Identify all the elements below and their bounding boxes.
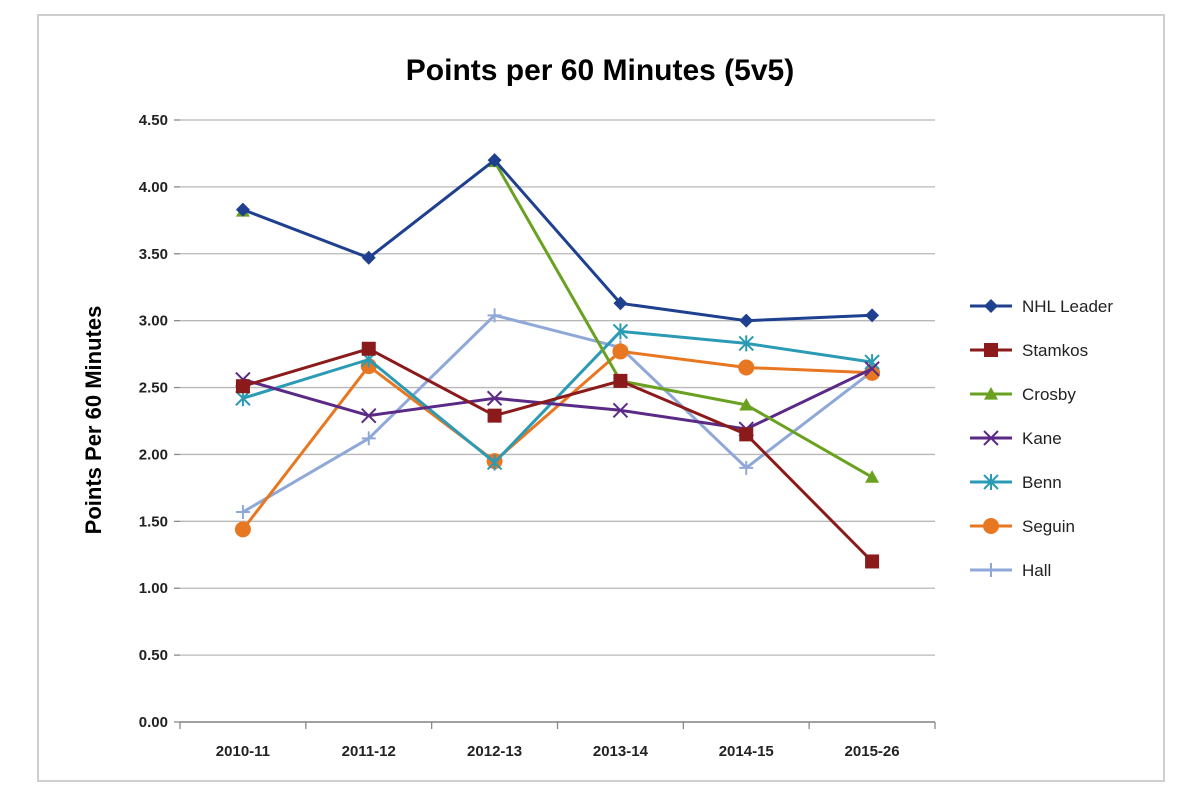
data-point-hall [739,460,754,475]
legend-marker [983,518,999,534]
legend-item-crosby: Crosby [970,385,1076,404]
chart-title: Points per 60 Minutes (5v5) [406,54,794,87]
legend: NHL Leader Stamkos Crosby Kane Benn Seguin Hal… [970,297,1113,580]
data-point-seguin [612,343,629,360]
x-tick-label: 2013-14 [593,743,649,760]
data-point-stamkos [739,427,754,442]
data-point-kane [486,390,503,406]
data-point-kane [361,407,377,424]
data-point-seguin [738,359,755,376]
x-tick-label: 2010-11 [216,743,270,760]
data-point-seguin [864,364,881,381]
legend-marker [984,563,998,577]
y-tick-labels: 0.00 0.50 1.00 1.50 2.00 2.50 3.00 3.50 4.00 4.50 [139,112,168,731]
series-line-stamkos [242,347,874,563]
data-point-stamkos [235,379,250,394]
y-tick-label: 0.50 [139,647,168,664]
x-tick-labels: 2010-11 2011-12 2012-13 2013-14 2014-15 2015-… [216,743,900,760]
series-nhl-leader [235,153,880,328]
data-point-nhl-leader [613,296,628,311]
x-axis [179,721,936,729]
legend-marker [984,299,998,313]
legend-marker [983,430,999,446]
data-point-hall [361,431,376,446]
series-lines [234,153,881,569]
legend-marker [983,474,999,490]
chart-frame [37,14,1165,782]
y-tick-label: 4.50 [139,112,168,129]
data-point-nhl-leader [739,313,754,328]
data-point-benn [612,323,629,340]
data-point-stamkos [361,341,376,356]
y-tick-label: 1.00 [139,580,168,597]
x-tick-label: 2012-13 [467,743,522,760]
data-point-hall [235,504,250,519]
legend-marker [984,387,998,400]
data-point-benn [738,335,754,352]
x-tick-label: 2015-26 [845,743,900,760]
legend-item-hall: Hall [970,561,1051,580]
y-tick-label: 2.00 [139,446,168,463]
legend-label: NHL Leader [1022,297,1113,316]
series-stamkos [235,341,880,569]
legend-item-nhl-leader: NHL Leader [970,297,1113,316]
legend-label: Stamkos [1022,341,1088,360]
data-point-stamkos [613,373,628,388]
series-line-hall [242,313,874,514]
data-point-nhl-leader [865,308,880,323]
legend-item-benn: Benn [970,473,1062,492]
series-line-nhl-leader [242,158,873,323]
data-point-crosby [739,397,754,411]
data-point-kane [864,361,880,377]
y-tick-label: 1.50 [139,513,168,530]
data-point-nhl-leader [361,250,376,265]
data-point-hall [487,308,502,323]
series-line-seguin [241,349,873,531]
y-tick-label: 0.00 [139,714,168,731]
data-point-seguin [234,521,251,538]
y-tick-label: 3.50 [139,246,168,263]
data-point-stamkos [865,554,880,569]
legend-label: Seguin [1022,517,1075,536]
legend-item-stamkos: Stamkos [970,341,1088,360]
legend-label: Crosby [1022,385,1076,404]
y-axis-label: Points Per 60 Minutes [81,306,106,535]
legend-label: Hall [1022,561,1051,580]
legend-label: Kane [1022,429,1062,448]
data-point-benn [486,454,503,471]
series-line-kane [242,367,873,431]
data-point-crosby [865,470,880,483]
gridlines [174,119,935,723]
data-point-stamkos [487,408,502,423]
x-tick-label: 2014-15 [719,743,774,760]
legend-label: Benn [1022,473,1062,492]
legend-item-kane: Kane [970,429,1062,448]
data-point-kane [612,402,629,419]
data-point-nhl-leader [235,202,250,217]
y-tick-label: 4.00 [139,179,168,196]
data-point-nhl-leader [487,153,502,168]
y-tick-label: 3.00 [139,313,168,330]
series-line-crosby [493,160,873,479]
legend-item-seguin: Seguin [970,517,1075,536]
legend-marker [984,343,998,357]
y-tick-label: 2.50 [139,380,168,397]
x-tick-label: 2011-12 [342,743,396,760]
